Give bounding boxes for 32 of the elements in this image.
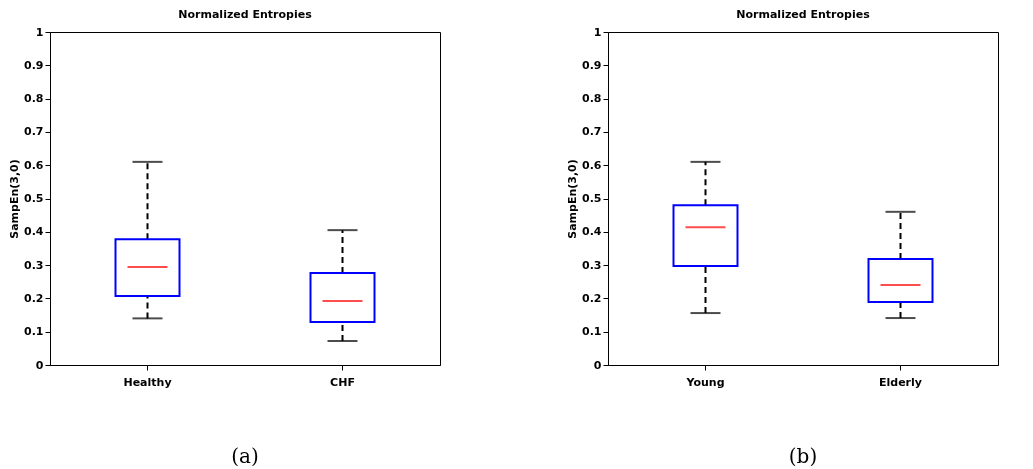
x-tick-label: Healthy xyxy=(123,375,172,389)
y-tick-label: 0.8 xyxy=(24,92,44,106)
y-tick-label: 0.4 xyxy=(582,225,602,239)
y-tick-label: 0 xyxy=(593,358,602,372)
y-tick-label: 0.5 xyxy=(24,192,44,205)
y-tick-label: 0.2 xyxy=(24,291,44,305)
y-tick-label: 0 xyxy=(35,358,44,372)
y-axis-title: SampEn(3,0) xyxy=(566,159,580,239)
y-tick-label: 0.7 xyxy=(582,125,602,139)
y-tick-label: 1 xyxy=(593,25,602,39)
y-tick-label: 0.6 xyxy=(24,158,44,172)
y-tick-label: 0.9 xyxy=(24,58,44,72)
x-tick-label: Young xyxy=(685,375,725,389)
y-tick-label: 0.7 xyxy=(24,125,44,139)
y-tick-label: 0.1 xyxy=(24,325,44,339)
y-tick-label: 0.5 xyxy=(582,192,602,205)
y-tick-label: 0.6 xyxy=(582,158,602,172)
y-tick-label: 0.3 xyxy=(582,258,602,272)
x-tick-label: CHF xyxy=(330,375,355,389)
x-tick-label: Elderly xyxy=(879,375,922,389)
y-tick-label: 0.9 xyxy=(582,58,602,72)
text: (a) xyxy=(231,444,259,468)
y-tick-label: 1 xyxy=(35,25,44,39)
y-tick-label: 0.4 xyxy=(24,225,44,239)
chart-title: Normalized Entropies xyxy=(178,8,313,21)
y-axis-title: SampEn(3,0) xyxy=(8,159,22,239)
y-tick-label: 0.1 xyxy=(582,325,602,339)
chart-title: Normalized Entropies xyxy=(736,8,871,21)
y-tick-label: 0.8 xyxy=(582,92,602,106)
y-tick-label: 0.2 xyxy=(582,291,602,305)
y-tick-label: 0.3 xyxy=(24,258,44,272)
text: (b) xyxy=(788,444,818,468)
